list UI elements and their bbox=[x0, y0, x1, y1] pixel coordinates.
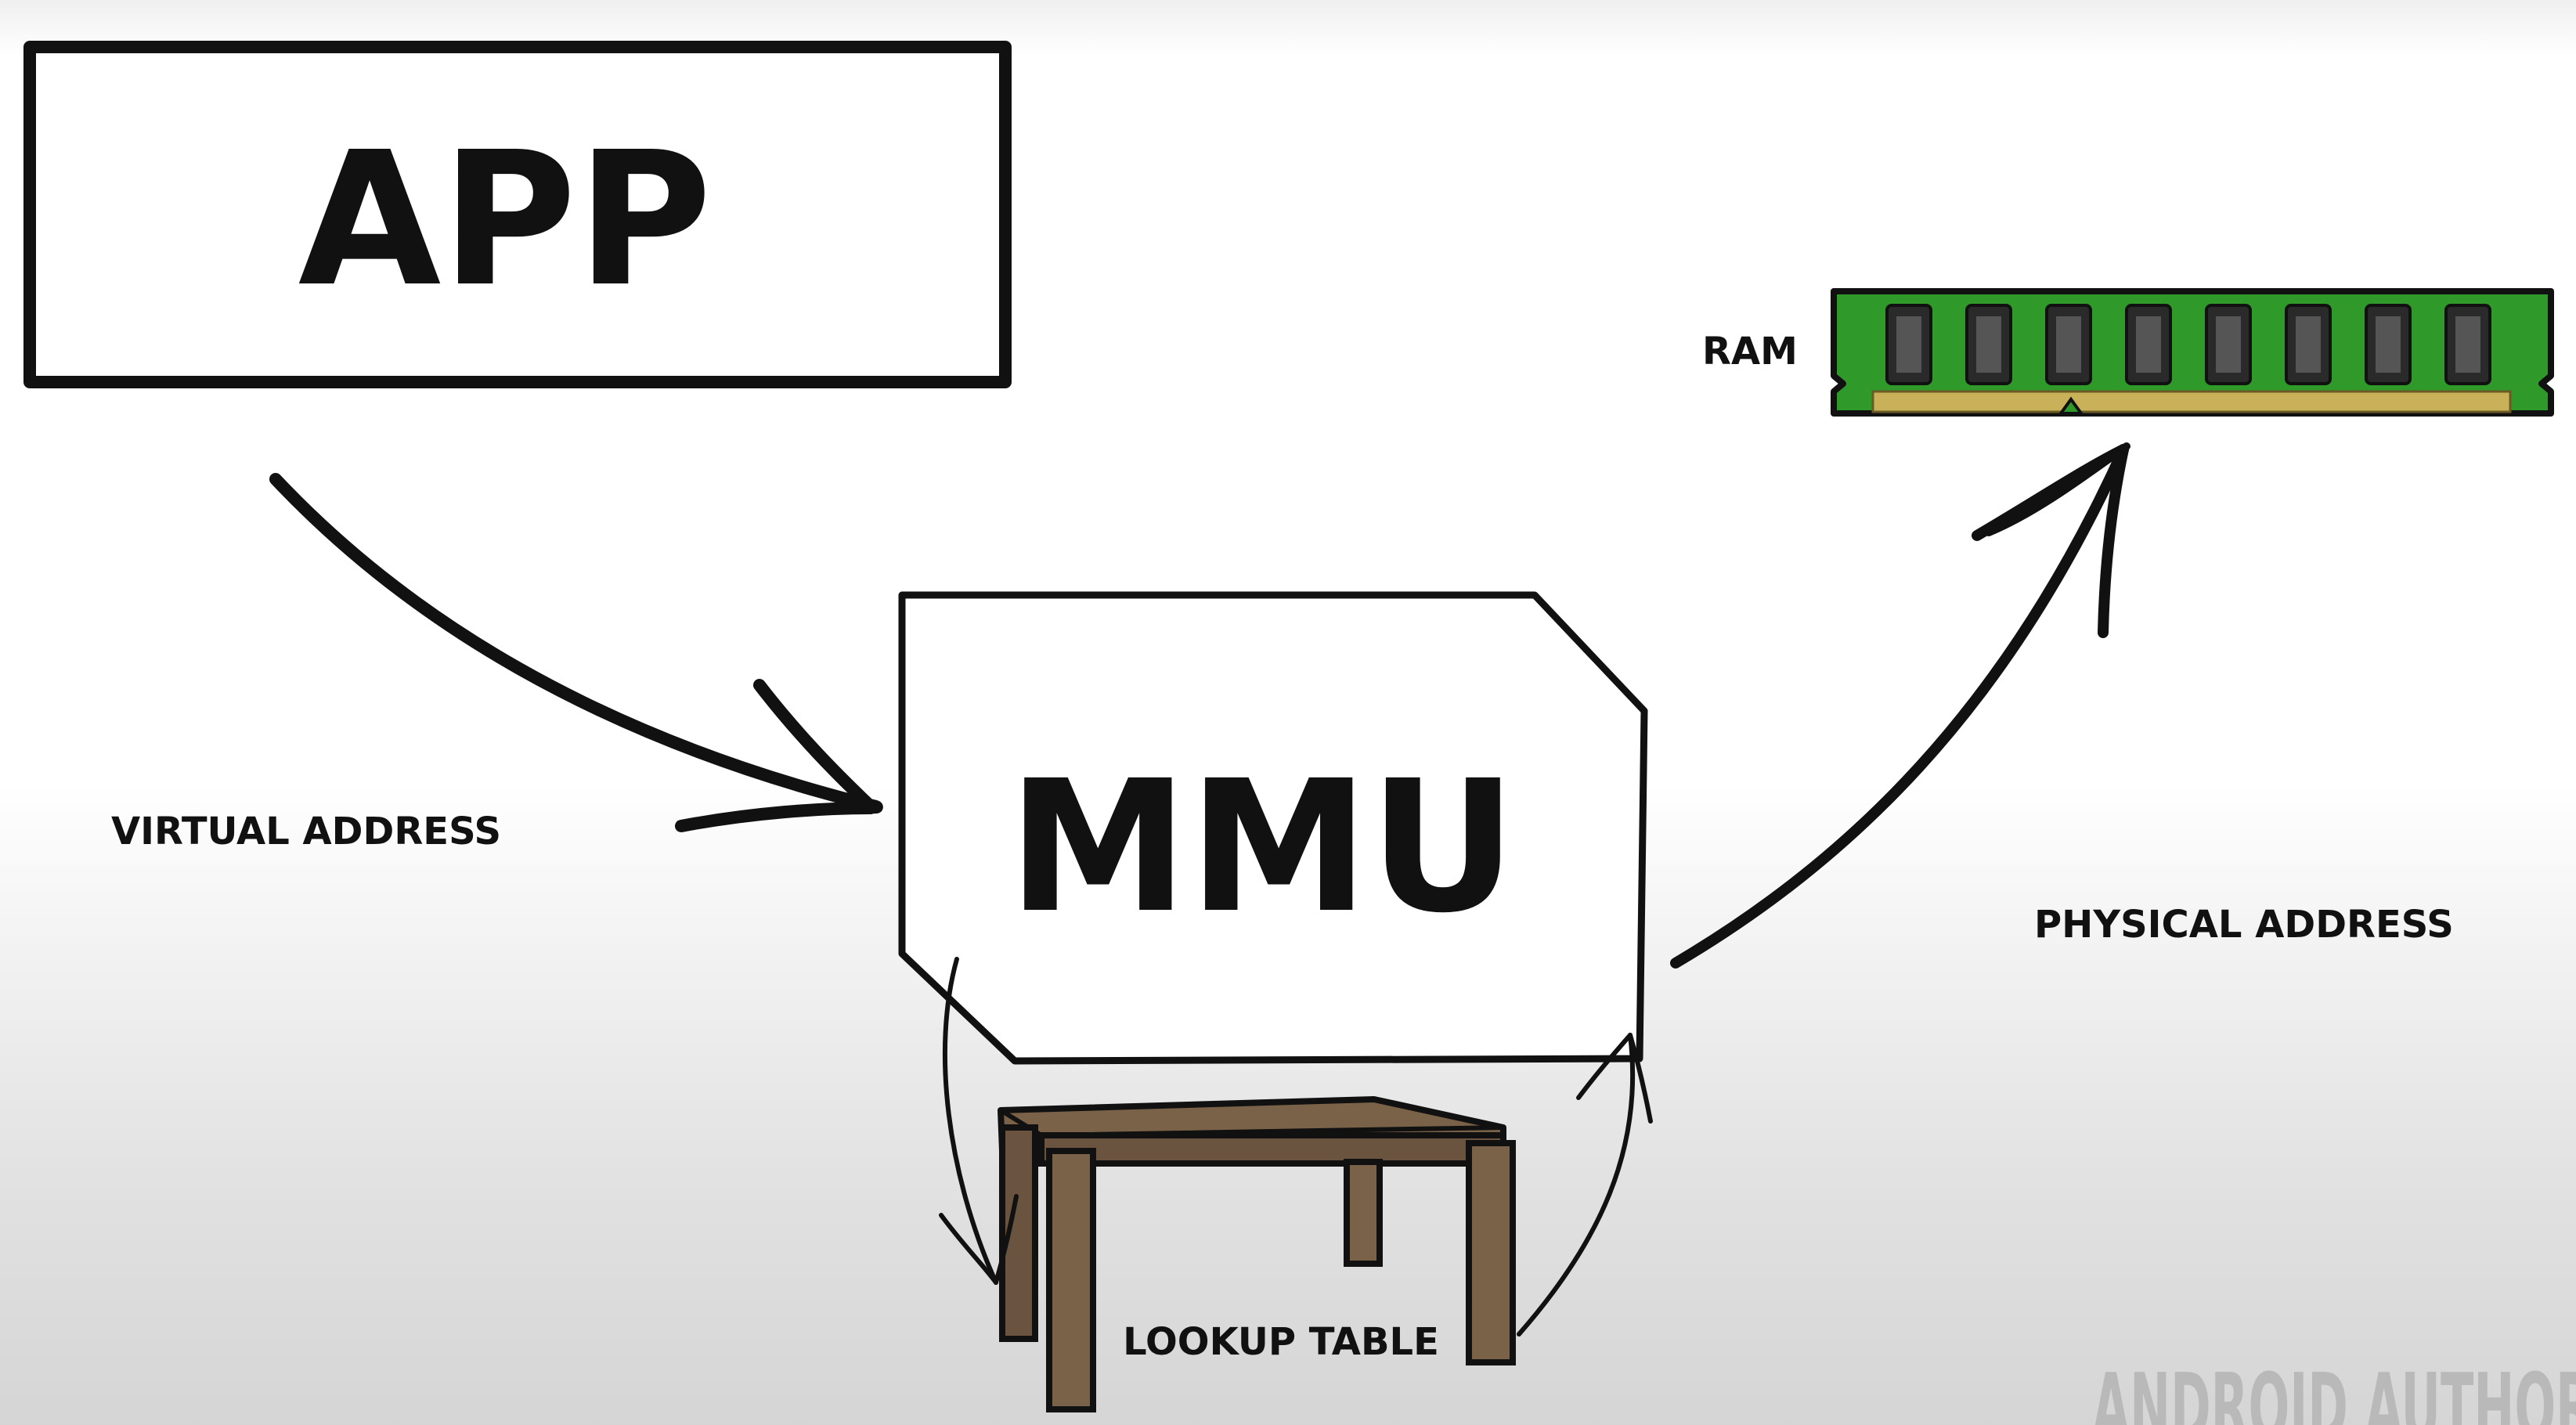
ram-chip-face bbox=[2136, 316, 2161, 373]
ram-chip-face bbox=[2296, 316, 2321, 373]
mmu-box: MMU bbox=[898, 591, 1648, 1065]
lookup-arrows bbox=[939, 957, 1653, 1337]
ram-chip-face bbox=[2455, 316, 2480, 373]
mmu-label: MMU bbox=[1008, 741, 1517, 953]
app-box: APP bbox=[23, 41, 1012, 388]
watermark-text: ANDROID AUTHOR bbox=[2092, 1353, 2576, 1425]
virtual-address-label: VIRTUAL ADDRESS bbox=[111, 810, 501, 853]
physical-address-label: PHYSICAL ADDRESS bbox=[2034, 903, 2454, 947]
lookup-table-icon bbox=[998, 1096, 1516, 1412]
virtual-address-arrow bbox=[269, 473, 883, 832]
ram-chip-face bbox=[2056, 316, 2081, 373]
ram-chip-face bbox=[2376, 316, 2401, 373]
ram-label: RAM bbox=[1702, 330, 1798, 373]
ram-chip-face bbox=[1896, 316, 1921, 373]
physical-address-arrow bbox=[1670, 442, 2130, 969]
app-label: APP bbox=[298, 112, 713, 327]
ram-stick-icon bbox=[1831, 288, 2554, 417]
lookup-table-label: LOOKUP TABLE bbox=[1123, 1320, 1439, 1364]
ram-chip-face bbox=[1976, 316, 2001, 373]
ram-chip-face bbox=[2216, 316, 2241, 373]
ram-chips bbox=[1885, 304, 2491, 385]
